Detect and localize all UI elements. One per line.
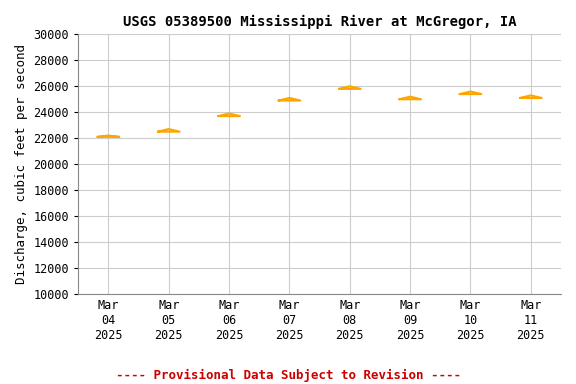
- Text: ---- Provisional Data Subject to Revision ----: ---- Provisional Data Subject to Revisio…: [116, 369, 460, 382]
- Y-axis label: Discharge, cubic feet per second: Discharge, cubic feet per second: [15, 44, 28, 284]
- Title: USGS 05389500 Mississippi River at McGregor, IA: USGS 05389500 Mississippi River at McGre…: [123, 15, 517, 29]
